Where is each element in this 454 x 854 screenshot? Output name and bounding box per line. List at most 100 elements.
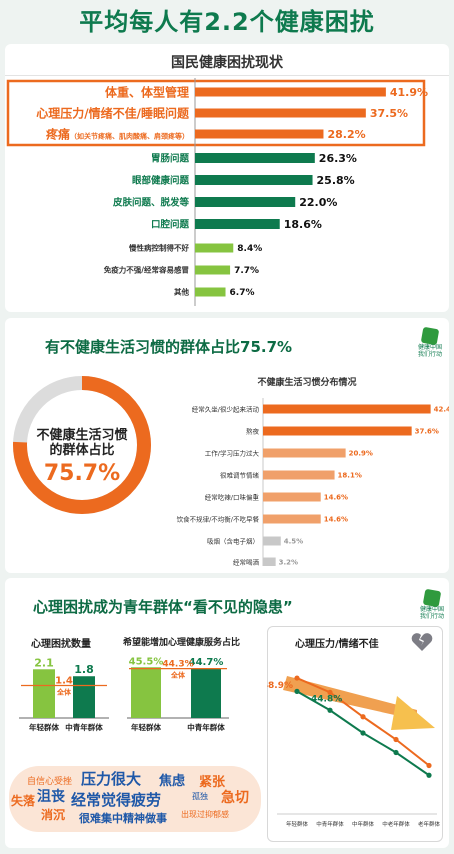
c5-bar-0 (131, 667, 161, 718)
word-2: 压力很大 (81, 770, 142, 788)
chart3-bar-0 (263, 404, 431, 414)
unhealthy-habits-donut (13, 376, 151, 514)
chart3-value-1: 37.6% (415, 428, 439, 436)
line-x-label-0: 年轻群体 (286, 820, 309, 828)
chart3-bar-7 (263, 557, 276, 566)
highlight-box (6, 79, 426, 147)
donut-center-label: 不健康生活习惯的群体占比 (36, 428, 128, 458)
chart3-category-4: 经常吃辣/口味偏重 (205, 493, 260, 502)
chart1-category-0: 体重、体型管理 (105, 84, 189, 99)
chart1-category-6: 口腔问题 (151, 218, 190, 230)
chart3-value-7: 3.2% (279, 559, 298, 566)
chart1-category-name: 疼痛 (46, 126, 70, 141)
word-1: 自信心受挫 (27, 777, 73, 787)
title-underline (5, 75, 449, 76)
logo2-line-2: 我们行动 (419, 613, 444, 620)
line-start-label-1: 44.8% (311, 694, 342, 704)
chart1-category-note: （如关节疼痛、肌肉酸痛、肩颈疼等） (70, 131, 189, 140)
chart1-bar-8 (195, 265, 231, 275)
chart5-title: 希望能增加心理健康服务占比 (123, 638, 241, 648)
healthy-china-logo: 健康中国 我们行动 (415, 326, 445, 360)
chart6-title: 心理压力/情绪不佳 (295, 639, 379, 650)
chart1-value-0: 41.9% (390, 86, 428, 99)
chart3-title: 不健康生活习惯分布情况 (257, 378, 357, 388)
chart1-category-4: 眼部健康问题 (132, 174, 190, 186)
line-start-label-0: 48.9% (267, 681, 293, 691)
chart1-bar-9 (195, 287, 226, 297)
word-8: 孤独 (192, 792, 208, 801)
line-x-label-3: 中老年群体 (382, 820, 410, 828)
c4-reference-value: 1.4 (55, 676, 73, 687)
health-troubles-panel: 国民健康困扰现状 体重、体型管理 41.9% 心理压力/情绪不佳/睡眠问题 37.5%… (5, 44, 449, 312)
chart1-value-2: 28.2% (327, 128, 365, 141)
chart1-title: 国民健康困扰现状 (171, 55, 283, 71)
c5-category-0: 年轻群体 (131, 722, 161, 732)
word-9: 急切 (221, 790, 249, 806)
chart3-category-3: 很难调节情绪 (220, 471, 260, 480)
line-x-label-2: 中年群体 (352, 820, 375, 828)
chart3-value-0: 42.4% (434, 406, 449, 414)
chart1-bar-6 (195, 219, 280, 229)
chart3-value-2: 20.9% (349, 450, 373, 458)
chart1-category-5: 皮肤问题、脱发等 (112, 196, 190, 208)
chart3-category-1: 熬夜 (246, 427, 260, 436)
section-title: 心理困扰成为青年群体“看不见的隐患” (33, 598, 293, 616)
c4-value-1: 1.8 (74, 663, 94, 676)
healthy-china-logo-2: 健康中国 我们行动 (417, 588, 447, 622)
chart3-category-6: 吸烟（含电子烟） (207, 537, 259, 546)
c4-value-0: 2.1 (34, 656, 54, 669)
line-point-1-4 (426, 772, 432, 778)
c4-category-1: 中青年群体 (65, 722, 103, 732)
habit-distribution-bar-chart: 经常久坐/很少起来活动 42.4% 熬夜 37.6% 工作/学习压力过大 20.9% 很难调… (177, 398, 449, 567)
line-point-1-2 (360, 730, 366, 736)
chart3-category-7: 经常喝酒 (233, 558, 260, 567)
chart1-value-9: 6.7% (230, 288, 255, 298)
line-chart-card (267, 626, 443, 842)
chart3-bar-3 (263, 470, 335, 480)
donut-value: 75.7% (43, 461, 121, 486)
chart1-category-2: 疼痛（如关节疼痛、肌肉酸痛、肩颈疼等） (46, 126, 189, 141)
line-point-0-0 (294, 675, 300, 681)
chart1-value-8: 7.7% (234, 266, 259, 276)
c5-value-1: 44.7% (189, 657, 224, 668)
word-12: 出现过抑郁感 (181, 810, 229, 819)
donut-value-arc (13, 376, 151, 514)
youth-mental-panel: 心理困扰成为青年群体“看不见的隐患” 健康中国 我们行动 心理困扰数量 2.1 年… (5, 578, 449, 848)
line-x-label-1: 中青年群体 (316, 820, 344, 828)
line-point-0-4 (426, 762, 432, 769)
word-cloud (9, 766, 261, 832)
logo-icon-2 (422, 588, 442, 608)
mental-service-bar-chart: 45.5% 年轻群体 44.7% 中青年群体 44.3%全体 (127, 656, 229, 732)
c5-reference-value: 44.3% (162, 660, 193, 670)
word-5: 失落 (11, 794, 36, 808)
chart3-bar-1 (263, 426, 412, 436)
chart1-bar-5 (195, 197, 296, 207)
chart1-bar-3 (195, 153, 315, 163)
chart1-value-1: 37.5% (370, 107, 408, 120)
chart3-category-5: 饮食不规律/不均衡/不吃早餐 (177, 515, 260, 524)
c4-category-0: 年轻群体 (29, 722, 59, 732)
chart1-bar-0 (195, 87, 386, 97)
chart3-bar-5 (263, 514, 321, 524)
c5-reference-label: 全体 (170, 671, 186, 680)
chart1-category-3: 胃肠问题 (151, 152, 190, 164)
c4-bar-0 (33, 669, 55, 718)
chart4-title: 心理困扰数量 (31, 639, 91, 650)
line-point-0-1 (327, 689, 333, 695)
logo-line-1: 健康中国 (417, 344, 442, 351)
chart1-category-7: 慢性病控制得不好 (129, 243, 189, 253)
chart1-value-4: 25.8% (317, 174, 355, 187)
chart1-value-7: 8.4% (237, 244, 262, 254)
word-7: 经常觉得疲劳 (71, 791, 162, 809)
chart1-value-3: 26.3% (319, 152, 357, 165)
word-11: 很难集中精神做事 (79, 812, 167, 825)
chart3-bar-4 (263, 492, 321, 502)
chart3-value-4: 14.6% (324, 494, 348, 502)
chart3-value-5: 14.6% (324, 516, 348, 524)
chart1-bar-2 (195, 129, 324, 139)
chart1-value-5: 22.0% (299, 196, 337, 209)
word-4: 紧张 (199, 775, 226, 790)
chart3-value-3: 18.1% (338, 472, 362, 480)
chart1-category-8: 免疫力不强/经常容易感冒 (104, 265, 189, 275)
